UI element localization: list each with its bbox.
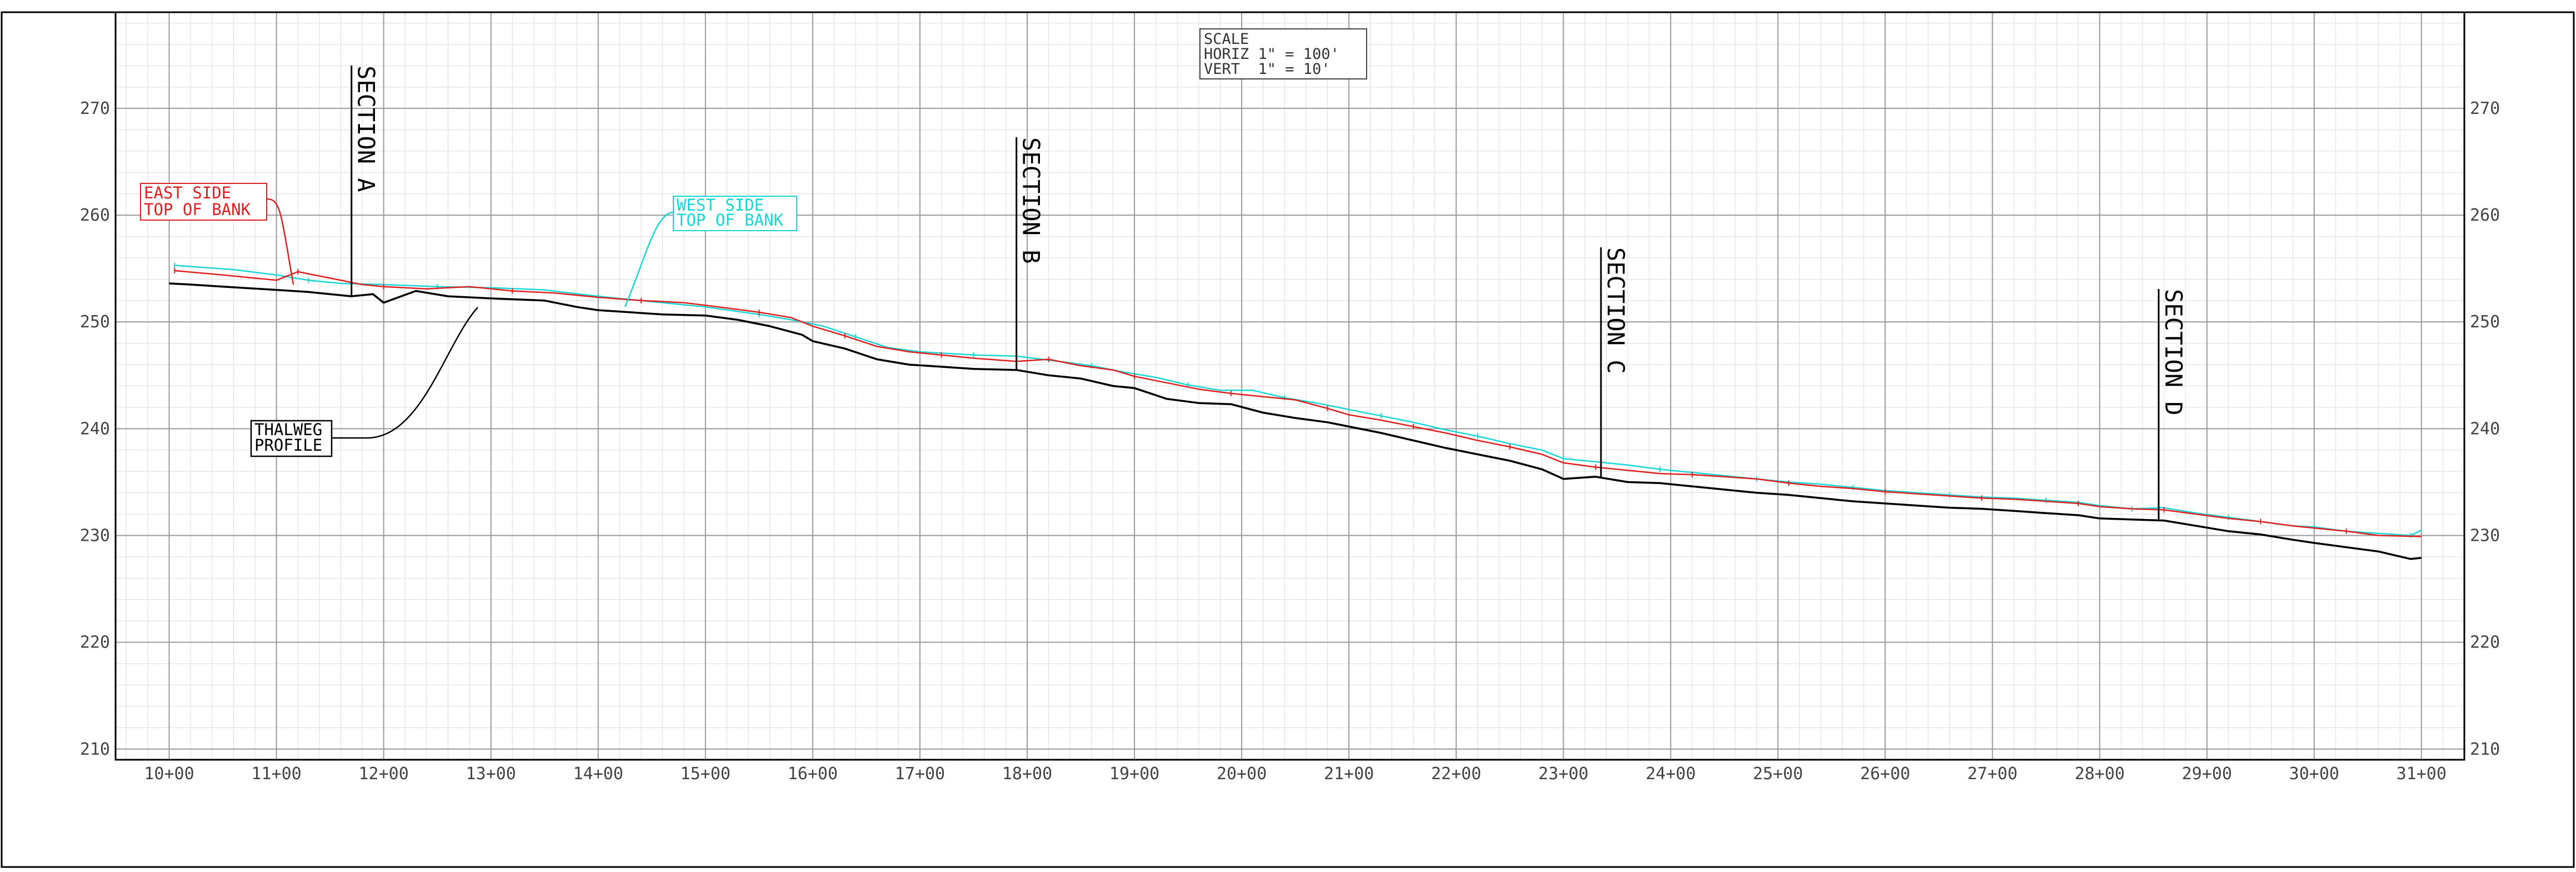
thalweg-label-line-2: PROFILE — [254, 436, 322, 455]
major-grid — [116, 12, 2464, 760]
y-tick-label: 230 — [2470, 526, 2500, 546]
east-label-box — [140, 183, 267, 221]
x-tick-label: 30+00 — [2289, 764, 2339, 784]
thalweg-label: THALWEG PROFILE — [250, 307, 478, 457]
scale-box: SCALE HORIZ 1" = 100' VERT 1" = 10' — [1199, 28, 1367, 79]
east-label-line-1: EAST SIDE — [144, 183, 231, 202]
y-tick-label: 230 — [80, 526, 110, 546]
x-tick-label: 22+00 — [1431, 764, 1481, 784]
x-tick-label: 25+00 — [1753, 764, 1803, 784]
x-tick-label: 27+00 — [1967, 764, 2017, 784]
y-tick-label: 260 — [2470, 206, 2500, 225]
x-tick-label: 26+00 — [1860, 764, 1910, 784]
x-tick-label: 18+00 — [1002, 764, 1052, 784]
west-bank-label: WEST SIDE TOP OF BANK — [624, 196, 797, 307]
x-tick-label: 31+00 — [2397, 764, 2447, 784]
x-tick-label: 10+00 — [144, 764, 194, 784]
x-tick-label: 28+00 — [2074, 764, 2124, 784]
east-label-line-2: TOP OF BANK — [144, 200, 251, 219]
x-tick-labels: 10+00 11+00 12+00 13+00 14+00 15+00 16+00 17+00… — [144, 764, 2447, 784]
x-tick-label: 13+00 — [466, 764, 516, 784]
x-tick-label: 14+00 — [573, 764, 623, 784]
y-tick-label: 250 — [80, 312, 110, 332]
plot-frame — [114, 11, 2465, 761]
west-label-leader — [624, 211, 674, 307]
x-tick-label: 19+00 — [1109, 764, 1159, 784]
x-tick-label: 21+00 — [1324, 764, 1374, 784]
x-tick-label: 29+00 — [2182, 764, 2232, 784]
y-tick-label: 210 — [2470, 740, 2500, 759]
scale-box-frame — [1199, 28, 1367, 79]
thalweg-label-line-1: THALWEG — [254, 420, 322, 439]
x-tick-label: 12+00 — [358, 764, 408, 784]
y-tick-label: 260 — [80, 206, 110, 225]
y-tick-labels-left: 210 220 230 240 250 260 270 — [80, 99, 110, 759]
x-tick-label: 16+00 — [788, 764, 838, 784]
x-tick-label: 23+00 — [1538, 764, 1588, 784]
y-tick-label: 270 — [2470, 99, 2500, 118]
west-label-box — [673, 196, 797, 231]
scale-line-3: VERT 1" = 10' — [1204, 61, 1330, 78]
y-tick-label: 240 — [2470, 419, 2500, 439]
y-tick-label: 220 — [2470, 633, 2500, 652]
y-tick-label: 240 — [80, 419, 110, 439]
thalweg-profile-line — [169, 282, 2422, 560]
x-tick-label: 24+00 — [1645, 764, 1695, 784]
x-tick-label: 15+00 — [681, 764, 731, 784]
series-layer — [169, 262, 2422, 560]
section-markers: SECTION A SECTION B SECTION C SECTION D — [351, 66, 2187, 521]
x-tick-label: 20+00 — [1217, 764, 1267, 784]
scale-line-1: SCALE — [1204, 31, 1249, 48]
east-bank-label: EAST SIDE TOP OF BANK — [140, 183, 294, 285]
section-marker-label: SECTION C — [1602, 247, 1629, 374]
east-label-leader — [266, 198, 294, 285]
thalweg-label-leader — [332, 307, 478, 439]
y-tick-label: 210 — [80, 740, 110, 759]
y-tick-label: 220 — [80, 633, 110, 652]
section-marker-label: SECTION D — [2160, 289, 2187, 416]
west-label-line-2: TOP OF BANK — [677, 211, 784, 230]
y-tick-labels-right: 210 220 230 240 250 260 270 — [2470, 99, 2500, 759]
x-tick-label: 17+00 — [895, 764, 945, 784]
x-tick-label: 11+00 — [251, 764, 301, 784]
scale-line-2: HORIZ 1" = 100' — [1204, 46, 1339, 63]
west-label-line-1: WEST SIDE — [677, 196, 764, 215]
y-tick-label: 270 — [80, 99, 110, 118]
east-bank-line — [174, 270, 2422, 537]
y-tick-label: 250 — [2470, 312, 2500, 332]
section-marker-label: SECTION A — [353, 66, 380, 192]
west-bank-line — [174, 265, 2422, 536]
section-marker-label: SECTION B — [1018, 137, 1045, 264]
